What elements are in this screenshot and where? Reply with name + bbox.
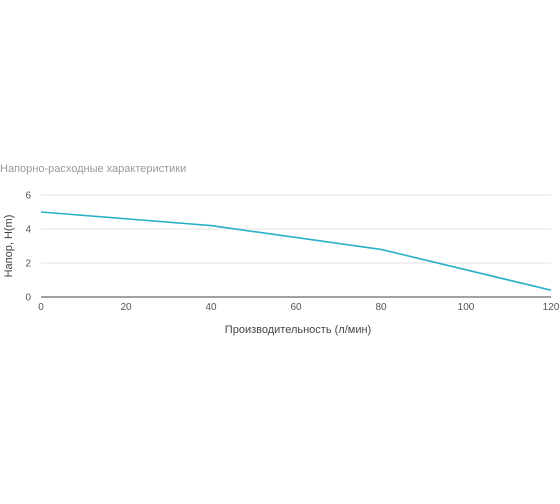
series-line: [40, 211, 552, 291]
x-tick-label: 120: [543, 302, 560, 313]
x-tick-labels: 0 20 40 60 80 100 120: [38, 302, 560, 313]
x-tick-label: 60: [290, 302, 302, 313]
y-tick-label: 0: [25, 293, 31, 304]
x-axis-label: Производительность (л/мин): [225, 324, 371, 336]
x-tick-label: 20: [120, 302, 132, 313]
series-lines: [40, 211, 552, 291]
x-tick-label: 80: [375, 302, 387, 313]
y-axis-label: Напор, H(m): [3, 215, 15, 278]
y-tick-label: 6: [25, 191, 31, 202]
y-tick-label: 4: [25, 225, 31, 236]
y-tick-labels: 0 2 4 6: [25, 191, 31, 304]
chart-title: Напорно-расходные характеристики: [0, 163, 187, 175]
x-tick-label: 40: [205, 302, 217, 313]
y-tick-label: 2: [25, 259, 31, 270]
x-tick-label: 0: [38, 302, 44, 313]
x-tick-label: 100: [458, 302, 475, 313]
gridlines: [41, 194, 551, 298]
